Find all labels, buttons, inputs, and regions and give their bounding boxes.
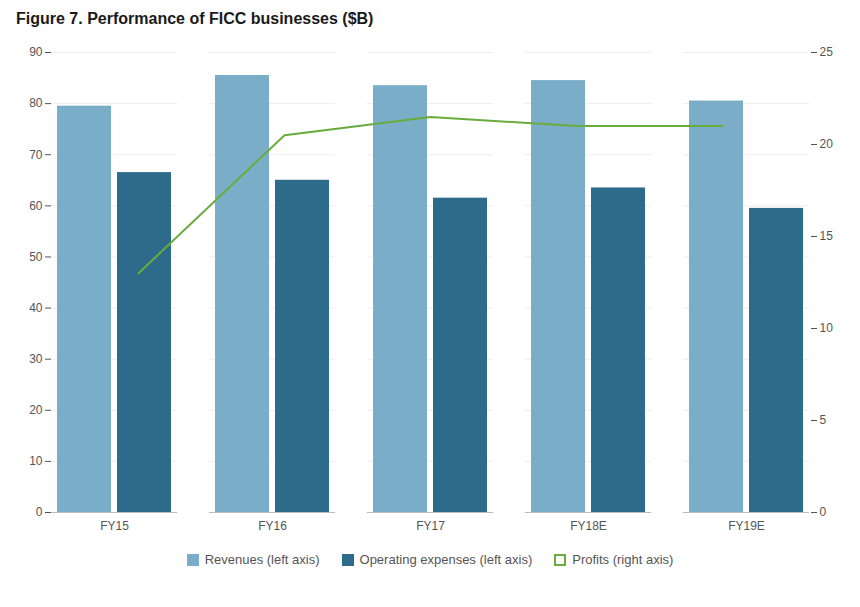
svg-text:60: 60 — [29, 199, 43, 213]
svg-text:10: 10 — [29, 454, 43, 468]
html-text:Figure 7. Performance of FICC: Figure 7. Performance of FICC businesses… — [16, 10, 374, 27]
svg-text:40: 40 — [29, 301, 43, 315]
svg-text:70: 70 — [29, 148, 43, 162]
svg-text:FY19E: FY19E — [728, 519, 765, 533]
svg-text:0: 0 — [36, 505, 43, 519]
svg-text:FY15: FY15 — [100, 519, 129, 533]
svg-text:20: 20 — [29, 403, 43, 417]
svg-text:30: 30 — [29, 352, 43, 366]
svg-text:25: 25 — [820, 45, 834, 59]
svg-text:80: 80 — [29, 96, 43, 110]
svg-text:0: 0 — [820, 505, 827, 519]
svg-text:15: 15 — [820, 229, 834, 243]
html-text:Profits (right axis): Profits (right axis) — [572, 552, 674, 567]
svg-text:10: 10 — [820, 321, 834, 335]
svg-text:20: 20 — [820, 137, 834, 151]
svg-text:FY18E: FY18E — [570, 519, 607, 533]
html-text:Operating expenses (left axis): Operating expenses (left axis) — [359, 552, 533, 567]
svg-text:FY16: FY16 — [258, 519, 287, 533]
svg-text:FY17: FY17 — [416, 519, 445, 533]
svg-text:5: 5 — [820, 413, 827, 427]
html-text:Revenues (left axis): Revenues (left axis) — [204, 552, 320, 567]
svg-text:50: 50 — [29, 250, 43, 264]
svg-text:90: 90 — [29, 45, 43, 59]
